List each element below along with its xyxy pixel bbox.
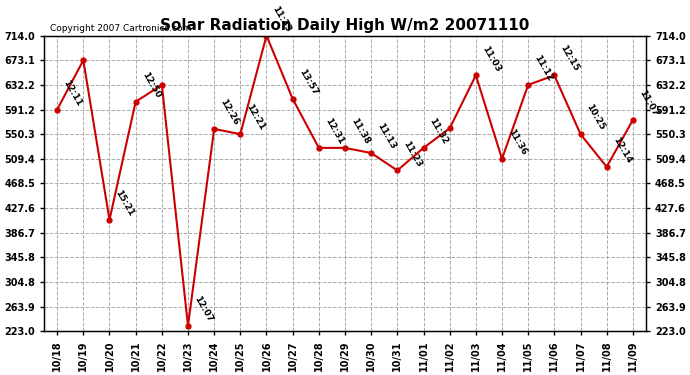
Text: 12:31: 12:31 — [323, 116, 345, 146]
Text: 11:23: 11:23 — [402, 139, 424, 168]
Text: 15:21: 15:21 — [114, 188, 136, 218]
Text: 12:07: 12:07 — [192, 294, 215, 324]
Text: 12:14: 12:14 — [611, 135, 633, 165]
Text: 12:21: 12:21 — [244, 103, 266, 132]
Text: 12:50: 12:50 — [140, 70, 162, 99]
Text: 10:25: 10:25 — [584, 103, 607, 132]
Text: 11:33: 11:33 — [270, 4, 293, 33]
Text: 11:07: 11:07 — [637, 88, 659, 118]
Text: 12:15: 12:15 — [558, 44, 580, 73]
Text: 11:32: 11:32 — [428, 116, 450, 146]
Text: 11:36: 11:36 — [506, 128, 529, 157]
Text: 11:03: 11:03 — [480, 44, 502, 73]
Text: 12:26: 12:26 — [218, 98, 240, 127]
Text: 13:57: 13:57 — [297, 67, 319, 97]
Title: Solar Radiation Daily High W/m2 20071110: Solar Radiation Daily High W/m2 20071110 — [160, 18, 530, 33]
Text: 12:11: 12:11 — [61, 78, 83, 107]
Text: 11:38: 11:38 — [349, 116, 371, 146]
Text: 11:12: 11:12 — [533, 53, 555, 83]
Text: 11:13: 11:13 — [375, 122, 397, 151]
Text: Copyright 2007 Cartronics.com: Copyright 2007 Cartronics.com — [50, 24, 191, 33]
